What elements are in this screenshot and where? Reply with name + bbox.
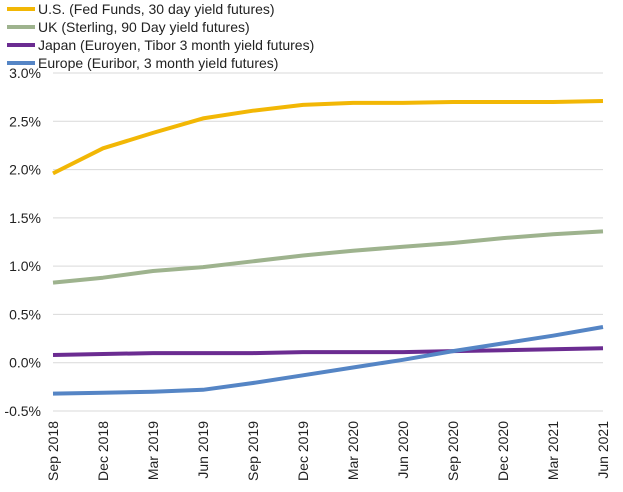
x-tick-label: Dec 2020 xyxy=(495,421,511,481)
y-tick-label: 0.5% xyxy=(9,306,41,322)
y-axis-tick-labels: 3.0% 2.5% 2.0% 1.5% 1.0% 0.5% 0.0% -0.5% xyxy=(4,65,41,419)
x-tick-label: Jun 2021 xyxy=(595,421,611,479)
series-line xyxy=(52,346,604,357)
x-tick-label: Sep 2019 xyxy=(245,421,261,481)
legend-label: Europe (Euribor, 3 month yield futures) xyxy=(38,55,278,71)
series-line xyxy=(52,229,604,285)
x-tick-label: Sep 2018 xyxy=(45,421,61,481)
y-tick-label: 1.5% xyxy=(9,210,41,226)
x-tick-label: Mar 2019 xyxy=(145,421,161,480)
legend-item: UK (Sterling, 90 Day yield futures) xyxy=(7,19,250,35)
y-tick-label: 0.0% xyxy=(9,355,41,371)
x-axis-tick-labels: Sep 2018 Dec 2018 Mar 2019 Jun 2019 Sep 2019… xyxy=(45,421,611,481)
x-tick-label: Dec 2018 xyxy=(95,421,111,481)
legend-item: Japan (Euroyen, Tibor 3 month yield futu… xyxy=(7,37,314,53)
x-tick-label: Mar 2020 xyxy=(345,421,361,480)
y-tick-label: 2.5% xyxy=(9,113,41,129)
x-tick-label: Dec 2019 xyxy=(295,421,311,481)
legend-label: U.S. (Fed Funds, 30 day yield futures) xyxy=(38,1,275,17)
gridlines xyxy=(53,72,603,412)
legend: U.S. (Fed Funds, 30 day yield futures) UK… xyxy=(7,1,314,71)
legend-label: UK (Sterling, 90 Day yield futures) xyxy=(38,19,250,35)
y-tick-label: 1.0% xyxy=(9,258,41,274)
legend-item: Europe (Euribor, 3 month yield futures) xyxy=(7,55,278,71)
x-tick-label: Jun 2020 xyxy=(395,421,411,479)
series-lines xyxy=(52,99,604,396)
y-tick-label: -0.5% xyxy=(4,403,41,419)
x-tick-label: Mar 2021 xyxy=(545,421,561,480)
x-tick-label: Jun 2019 xyxy=(195,421,211,479)
series-line xyxy=(52,99,604,176)
legend-label: Japan (Euroyen, Tibor 3 month yield futu… xyxy=(38,37,314,53)
x-tick-label: Sep 2020 xyxy=(445,421,461,481)
y-tick-label: 3.0% xyxy=(9,65,41,81)
legend-item: U.S. (Fed Funds, 30 day yield futures) xyxy=(7,1,275,17)
series-line xyxy=(52,325,604,396)
y-tick-label: 2.0% xyxy=(9,162,41,178)
